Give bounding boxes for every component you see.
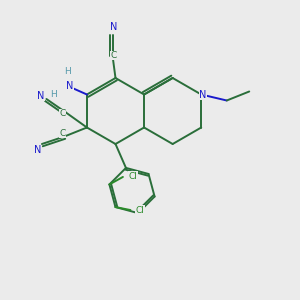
Text: Cl: Cl xyxy=(136,206,145,214)
Text: Cl: Cl xyxy=(128,172,137,181)
Text: N: N xyxy=(110,22,118,32)
Text: N: N xyxy=(37,91,44,101)
Text: H: H xyxy=(64,68,71,76)
Text: C: C xyxy=(60,110,66,118)
Text: N: N xyxy=(34,145,41,155)
Text: C: C xyxy=(60,129,66,138)
Text: H: H xyxy=(50,90,57,99)
Text: C: C xyxy=(111,51,117,60)
Text: N: N xyxy=(66,80,73,91)
Text: N: N xyxy=(199,89,206,100)
